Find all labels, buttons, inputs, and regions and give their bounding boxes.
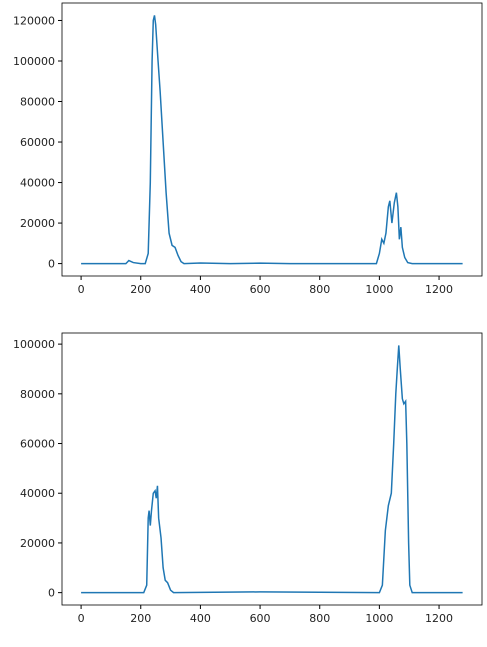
x-tick-label: 1200 bbox=[425, 612, 453, 625]
x-tick-label: 200 bbox=[130, 283, 151, 296]
y-tick-label: 0 bbox=[48, 587, 55, 600]
x-tick-label: 200 bbox=[130, 612, 151, 625]
x-tick-label: 600 bbox=[250, 612, 271, 625]
y-tick-label: 20000 bbox=[20, 537, 55, 550]
axes-frame bbox=[61, 2, 483, 277]
x-tick-label: 800 bbox=[309, 612, 330, 625]
y-tick-label: 0 bbox=[48, 258, 55, 271]
x-tick-label: 1000 bbox=[365, 283, 393, 296]
y-tick-label: 100000 bbox=[13, 55, 55, 68]
x-tick-label: 1200 bbox=[425, 283, 453, 296]
y-tick-label: 80000 bbox=[20, 96, 55, 109]
y-tick-label: 100000 bbox=[13, 338, 55, 351]
y-tick-label: 20000 bbox=[20, 217, 55, 230]
line-series bbox=[81, 345, 463, 594]
y-tick-label: 120000 bbox=[13, 14, 55, 27]
x-tick-label: 400 bbox=[190, 612, 211, 625]
axes-frame bbox=[61, 332, 483, 606]
y-tick-label: 40000 bbox=[20, 487, 55, 500]
y-tick-label: 60000 bbox=[20, 136, 55, 149]
x-tick-label: 400 bbox=[190, 283, 211, 296]
x-tick-label: 800 bbox=[309, 283, 330, 296]
y-tick-label: 40000 bbox=[20, 177, 55, 190]
x-tick-label: 600 bbox=[250, 283, 271, 296]
y-tick-label: 60000 bbox=[20, 438, 55, 451]
x-tick-label: 1000 bbox=[365, 612, 393, 625]
line-series bbox=[81, 15, 463, 265]
x-tick-label: 0 bbox=[78, 283, 85, 296]
y-tick-label: 80000 bbox=[20, 388, 55, 401]
x-tick-label: 0 bbox=[78, 612, 85, 625]
